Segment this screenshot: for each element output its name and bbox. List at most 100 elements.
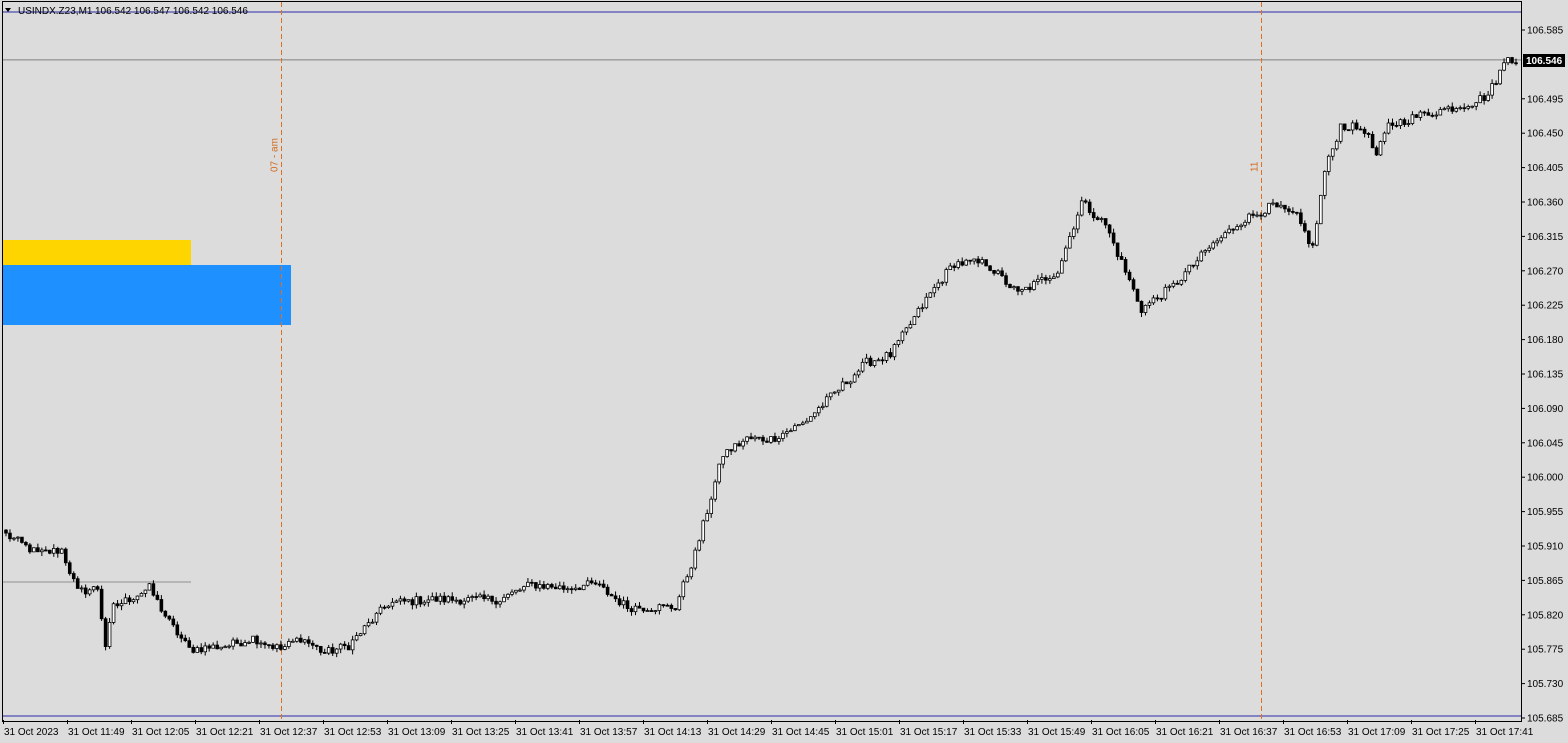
candle-body	[406, 599, 411, 602]
candle-body	[203, 645, 207, 653]
current-price-tag: 106.546	[1523, 54, 1565, 67]
candle-body	[1374, 147, 1379, 156]
candle-body	[1247, 213, 1251, 223]
candle-body	[223, 646, 227, 649]
candle-body	[565, 588, 570, 591]
candle-body	[103, 618, 108, 647]
candle-body	[195, 647, 200, 653]
candle-body	[968, 259, 972, 262]
candle-body	[52, 548, 56, 554]
candle-body	[558, 585, 562, 590]
candle-body	[366, 622, 371, 627]
candle-body	[824, 396, 829, 407]
candle-body	[1307, 230, 1311, 244]
candle-body	[454, 599, 459, 602]
candle-body	[1283, 204, 1287, 210]
candle-body	[450, 596, 455, 601]
candle-body	[677, 596, 682, 611]
candle-body	[342, 643, 347, 647]
candle-body	[852, 374, 857, 383]
candle-body	[542, 584, 546, 589]
candle-body	[318, 646, 323, 653]
price-tick-label: 105.685	[1527, 714, 1564, 725]
candle-body	[585, 580, 590, 586]
candle-body	[474, 596, 478, 598]
candle-body	[1291, 211, 1295, 213]
candle-body	[370, 621, 375, 624]
candle-body	[976, 258, 980, 264]
candle-body	[1079, 200, 1084, 216]
candle-body	[741, 440, 745, 447]
time-tick-label: 31 Oct 15:01	[836, 727, 894, 738]
candle-body	[653, 610, 658, 613]
candle-body	[287, 641, 291, 647]
candle-body	[1470, 105, 1474, 108]
candle-body	[1366, 133, 1371, 135]
candle-body	[1418, 111, 1423, 118]
candle-body	[1227, 228, 1231, 234]
candle-body	[1159, 297, 1164, 300]
candle-body	[1123, 259, 1128, 273]
candle-body	[1263, 212, 1267, 217]
candle-body	[8, 532, 12, 540]
candle-body	[1231, 228, 1235, 231]
candle-body	[1354, 122, 1359, 130]
candle-body	[777, 438, 781, 442]
candle-body	[1311, 243, 1315, 246]
candle-body	[12, 537, 16, 540]
candles	[4, 56, 1518, 658]
price-tick-label: 105.910	[1527, 542, 1564, 553]
candle-body	[418, 596, 423, 605]
vertical-session-lines: 07 - am 11	[270, 2, 1262, 720]
candle-body	[1012, 286, 1016, 289]
candle-body	[1315, 223, 1319, 246]
candle-body	[972, 258, 976, 262]
time-tick-label: 31 Oct 16:53	[1284, 727, 1342, 738]
candle-body	[1211, 242, 1216, 249]
time-tick-label: 31 Oct 12:53	[324, 727, 382, 738]
candle-body	[924, 296, 929, 309]
candle-body	[1024, 286, 1028, 291]
candle-body	[1362, 128, 1367, 134]
candle-body	[605, 586, 610, 595]
candle-body	[338, 643, 343, 650]
candle-body	[733, 443, 737, 452]
candle-body	[681, 581, 686, 598]
triangle-down-icon[interactable]	[5, 8, 11, 12]
candle-body	[757, 436, 761, 439]
candle-body	[1287, 208, 1291, 212]
candle-body	[876, 359, 881, 362]
candle-body	[617, 598, 622, 606]
candle-body	[992, 270, 996, 274]
candle-body	[470, 596, 474, 598]
candle-body	[629, 608, 634, 613]
time-tick-label: 31 Oct 12:05	[132, 727, 190, 738]
candle-body	[996, 270, 1000, 274]
candle-body	[1008, 283, 1012, 289]
blue-zone-box[interactable]	[3, 265, 291, 325]
candle-body	[1502, 62, 1506, 71]
candle-body	[1303, 223, 1307, 232]
candle-body	[1111, 232, 1116, 244]
candle-body	[354, 635, 359, 641]
price-tick-label: 106.180	[1527, 335, 1564, 346]
price-tick-label: 106.000	[1527, 473, 1564, 484]
candle-body	[1322, 171, 1327, 196]
candle-body	[446, 596, 451, 603]
candle-body	[28, 544, 32, 553]
candle-body	[1390, 122, 1395, 126]
candle-body	[793, 425, 797, 432]
candle-body	[1075, 214, 1080, 230]
candle-body	[685, 576, 690, 583]
candle-body	[960, 261, 964, 266]
candle-body	[546, 584, 550, 589]
candle-body	[119, 603, 124, 607]
yellow-zone-box[interactable]	[3, 240, 191, 267]
candle-body	[809, 416, 813, 422]
price-tick-label: 106.405	[1527, 163, 1564, 174]
time-tick-label: 31 Oct 16:37	[1220, 727, 1278, 738]
candle-body	[322, 651, 327, 654]
candle-body	[1255, 214, 1259, 217]
candle-body	[1071, 228, 1076, 237]
